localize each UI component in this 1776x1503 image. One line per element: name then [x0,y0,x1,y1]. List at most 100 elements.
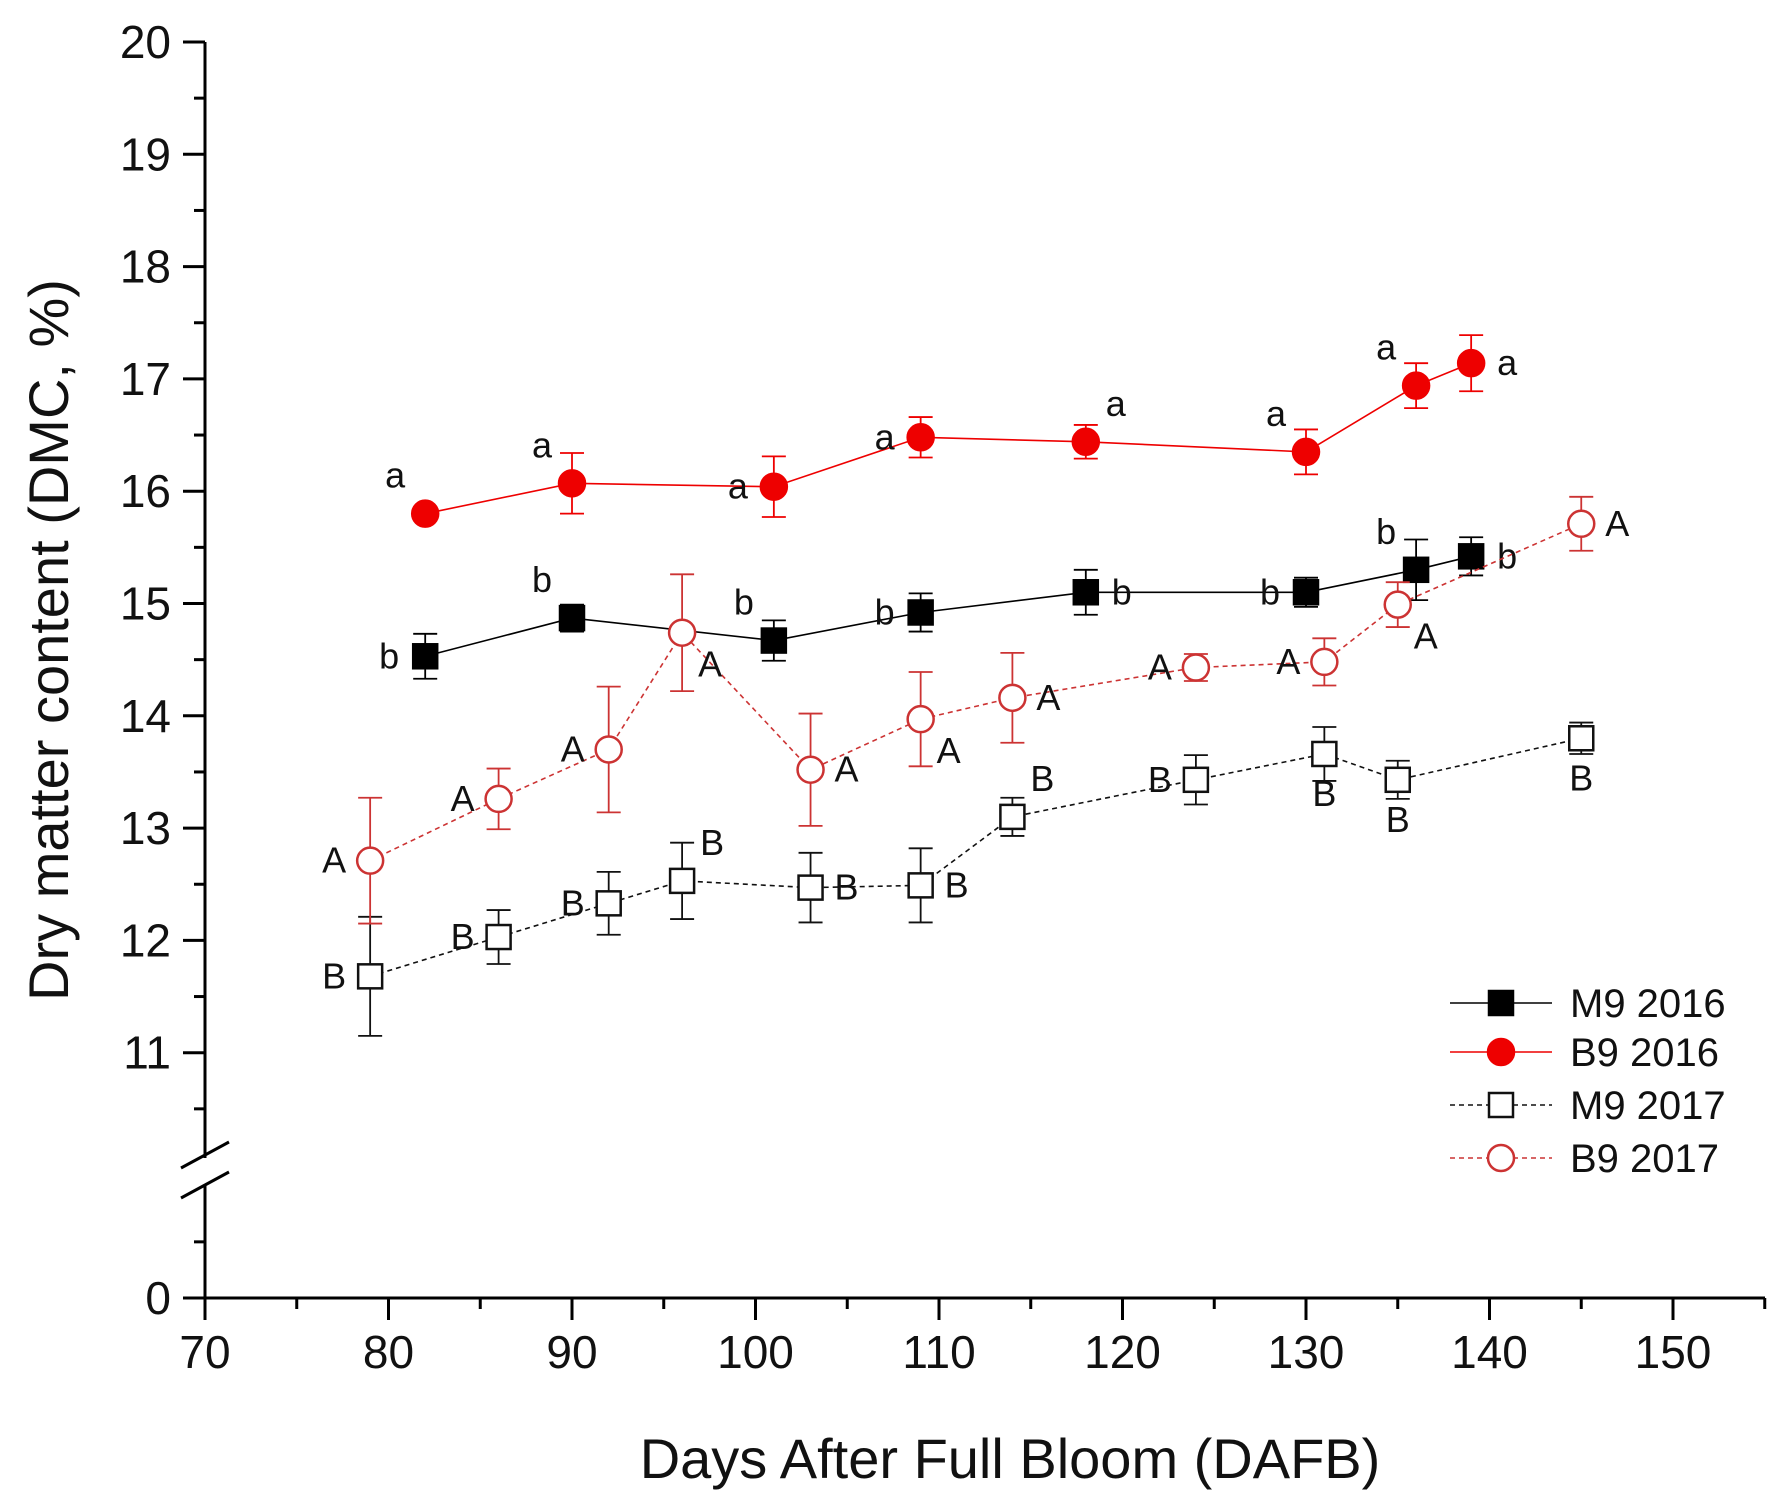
significance-label: a [1266,393,1287,434]
significance-label: b [532,559,552,600]
series-m9-2017: B B B B B B B B B B B [322,721,1595,1037]
data-point [355,846,385,875]
legend-label: M9 2017 [1570,1084,1726,1128]
data-point [667,618,697,647]
legend-marker [1487,1091,1515,1119]
x-tick-label: 120 [1084,1326,1161,1378]
significance-label: a [532,424,553,465]
x-tick-label: 70 [179,1326,230,1378]
series-line [424,555,1472,658]
x-tick-label: 150 [1635,1326,1712,1378]
data-point [906,704,935,734]
y-tick-label: 0 [145,1272,171,1324]
x-axis-title: Days After Full Bloom (DAFB) [640,1427,1381,1490]
data-point [1383,590,1412,619]
significance-label: b [1376,511,1396,552]
significance-label: A [1148,647,1172,688]
data-point [1181,653,1211,682]
significance-label: B [1386,799,1410,840]
significance-label: b [1260,571,1280,612]
x-tick-label: 90 [546,1326,597,1378]
legend-marker [1486,1037,1516,1067]
data-point [1384,766,1411,794]
legend-item: B9 2016 [1450,1031,1719,1075]
significance-label: A [1605,503,1629,544]
y-tick-label: 19 [120,128,171,180]
significance-label: A [322,840,346,881]
significance-label: a [875,416,896,457]
significance-label: A [937,730,961,771]
legend-item: B9 2017 [1450,1137,1719,1181]
data-point [595,890,622,917]
y-tick-label: 17 [120,353,171,405]
data-point [411,643,439,670]
data-point [906,423,935,452]
legend-item: M9 2017 [1450,1084,1726,1128]
data-point [760,627,788,654]
legend-label: B9 2017 [1570,1137,1719,1181]
x-tick-label: 110 [902,1326,975,1378]
significance-label: a [1376,327,1397,368]
significance-label: A [1276,641,1300,682]
data-point [998,683,1027,713]
significance-label: B [322,955,346,996]
significance-label: B [1148,759,1172,800]
x-tick-label: 130 [1268,1326,1345,1378]
significance-label: b [875,591,895,632]
data-point [1457,543,1485,570]
data-point [759,472,789,501]
significance-label: B [561,882,585,923]
legend-marker [1486,1143,1516,1173]
significance-label: B [1312,773,1336,814]
data-point [356,963,384,990]
significance-label: B [451,916,475,957]
significance-label: A [1414,616,1438,657]
legend-marker [1487,989,1515,1017]
significance-label: B [1030,758,1054,799]
data-point [557,469,587,498]
data-point [1182,766,1210,794]
data-point [1072,579,1100,606]
significance-label: A [561,728,585,769]
significance-label: a [1106,383,1127,424]
significance-label: A [835,749,859,790]
x-tick-label: 80 [363,1326,414,1378]
significance-label: B [835,867,859,908]
significance-label: B [1569,757,1593,798]
data-point [1311,740,1338,768]
series-line [425,362,1472,515]
significance-label: a [385,455,406,496]
series-b9-2016: a a a a a a a a [385,327,1518,528]
data-point [999,803,1026,831]
data-point [1071,427,1101,457]
significance-label: a [1497,342,1518,383]
data-point [1456,348,1486,378]
significance-label: b [379,635,399,676]
data-point [484,784,513,814]
significance-label: B [700,822,724,863]
significance-label: B [945,864,969,905]
data-point [1402,556,1430,584]
y-tick-label: 11 [123,1027,171,1079]
y-tick-label: 14 [120,690,171,742]
axes: 0 11 12 13 14 15 16 17 18 19 20 70 80 90 100 110 120 130 1… [120,16,1767,1378]
x-tick-label: 140 [1451,1326,1528,1378]
axis-break-mark [180,1170,230,1200]
legend-item: M9 2016 [1450,982,1726,1026]
series-line [369,737,1582,978]
y-tick-label: 15 [120,578,171,630]
significance-label: a [728,466,749,507]
data-point [1568,725,1595,752]
y-tick-label: 16 [120,465,171,517]
data-point [1567,509,1596,539]
data-point [1292,579,1320,606]
data-point [668,867,696,895]
significance-label: A [1036,677,1060,718]
data-point [1310,647,1339,677]
y-axis-title: Dry matter content (DMC, %) [17,279,80,1001]
y-tick-label: 18 [120,241,171,293]
axis-break-mark [180,1140,230,1170]
y-tick-label: 13 [120,802,171,854]
y-tick-label: 12 [120,914,171,966]
